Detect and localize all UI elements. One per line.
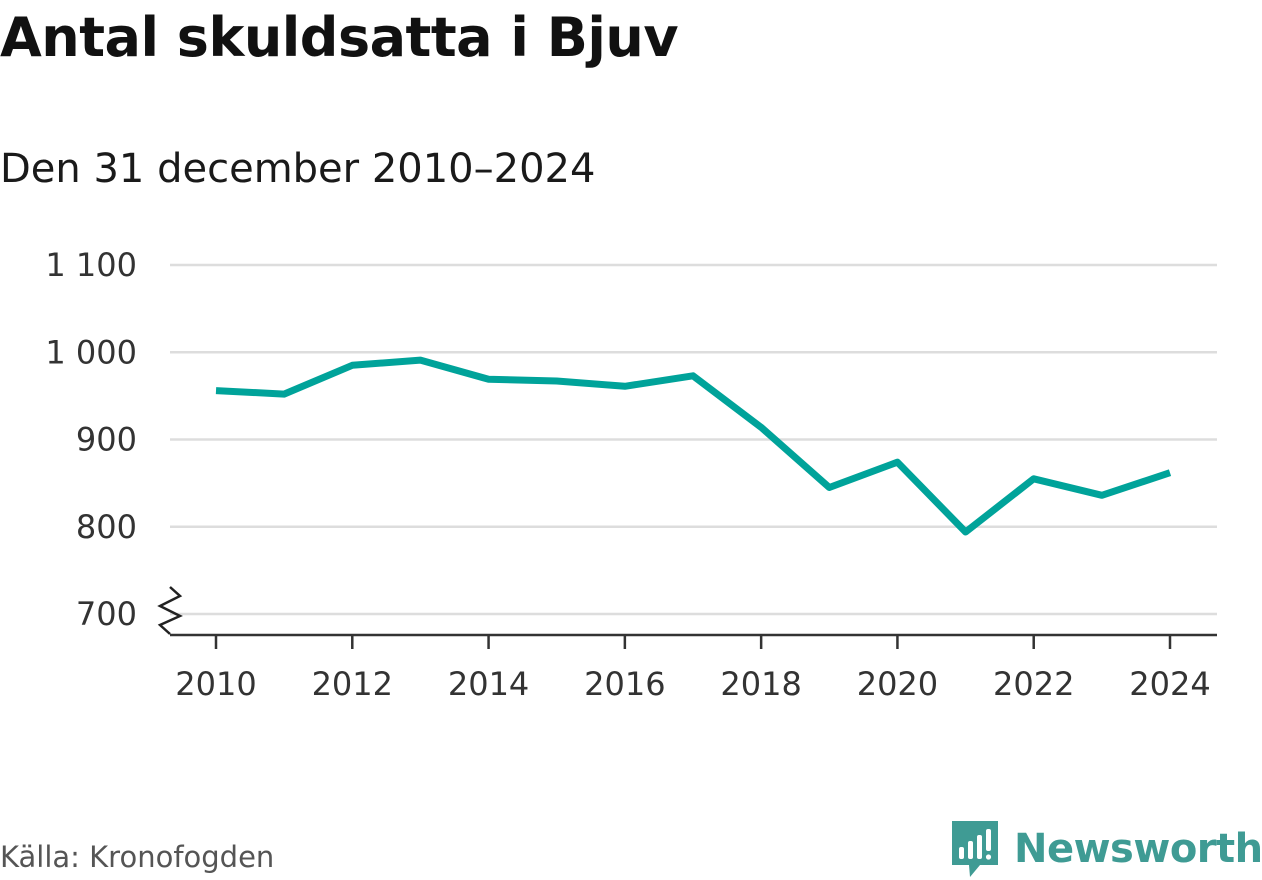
x-tick-label: 2018 xyxy=(720,665,801,703)
x-tick-label: 2010 xyxy=(175,665,256,703)
x-tick-label: 2024 xyxy=(1129,665,1210,703)
y-axis: 700 800 900 1 000 1 100 xyxy=(45,246,183,635)
brand-name: Newsworthy xyxy=(1014,826,1262,872)
newsworthy-logo-icon xyxy=(952,821,998,877)
chart-subtitle: Den 31 december 2010–2024 xyxy=(0,146,596,192)
chart-title: Antal skuldsatta i Bjuv xyxy=(0,6,679,69)
x-tick-label: 2020 xyxy=(857,665,938,703)
y-tick-label: 800 xyxy=(76,508,137,546)
gridlines xyxy=(170,263,1217,616)
y-tick-label: 1 000 xyxy=(45,333,137,371)
y-tick-label: 900 xyxy=(76,421,137,459)
y-tick-label: 700 xyxy=(76,595,137,633)
x-tick-label: 2016 xyxy=(584,665,665,703)
x-axis: 2010 2012 2014 2016 2018 2020 2022 2024 xyxy=(170,633,1217,703)
source-note: Källa: Kronofogden xyxy=(0,840,275,874)
x-tick-label: 2022 xyxy=(993,665,1074,703)
x-tick-label: 2012 xyxy=(312,665,393,703)
brand: Newsworthy xyxy=(950,818,1262,880)
y-axis-break-icon xyxy=(157,586,183,635)
y-tick-label: 1 100 xyxy=(45,246,137,284)
x-tick-label: 2014 xyxy=(448,665,529,703)
series-line-0 xyxy=(215,356,1172,536)
series-layer xyxy=(215,356,1172,536)
